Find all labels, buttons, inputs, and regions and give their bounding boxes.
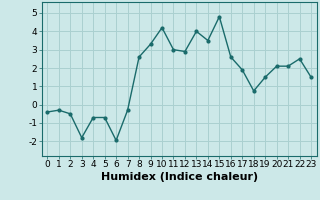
X-axis label: Humidex (Indice chaleur): Humidex (Indice chaleur): [100, 172, 258, 182]
